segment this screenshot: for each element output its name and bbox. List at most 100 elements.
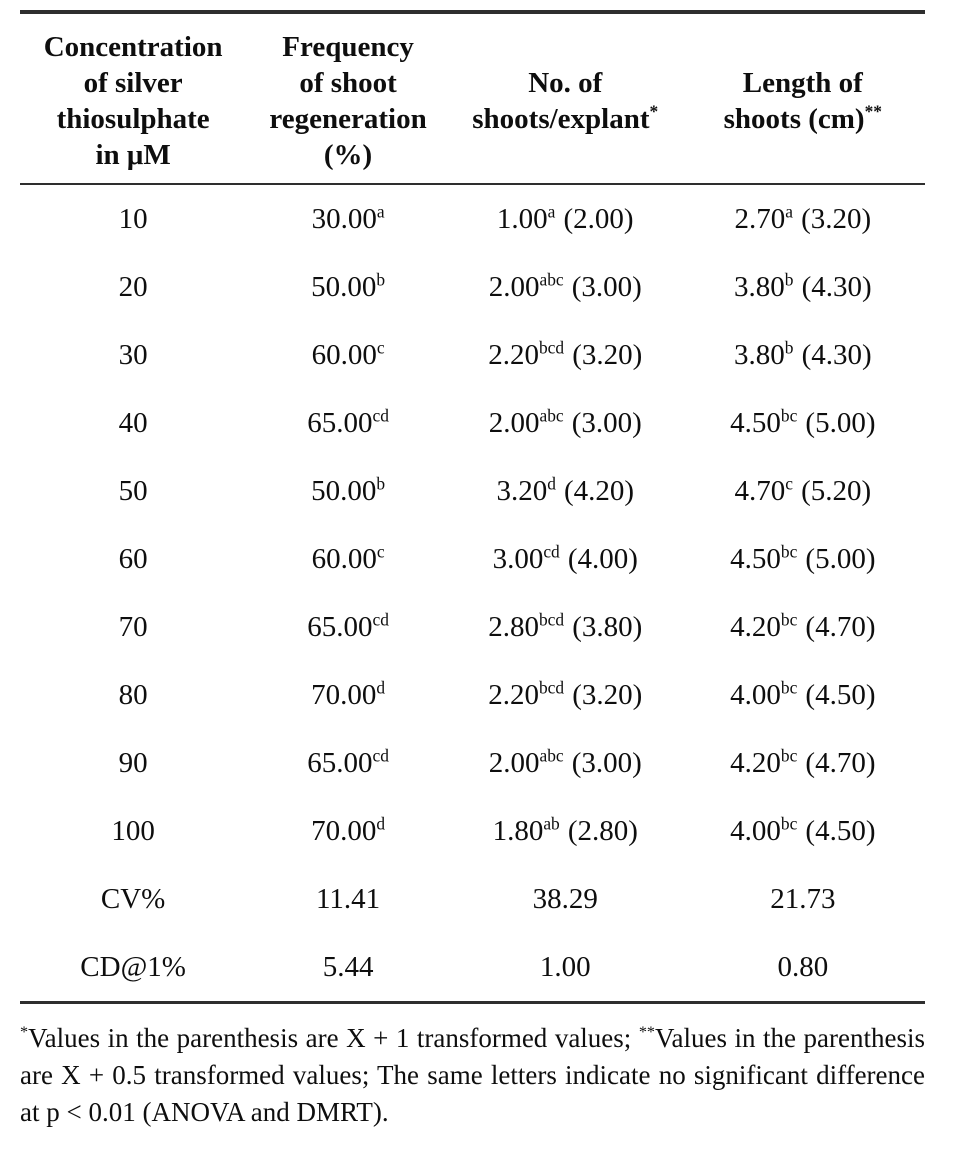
shoots-value: 1.00: [539, 950, 591, 983]
header-row: Concentration of silver thiosulphate in …: [20, 12, 925, 185]
header-concentration-label: Concentration of silver thiosulphate in …: [43, 31, 223, 171]
frequency-value: 65.00: [307, 746, 373, 779]
significance-letters: d: [376, 812, 386, 833]
transformed-value: (3.20): [572, 338, 643, 371]
significance-letters: c: [376, 540, 385, 561]
significance-letters: bcd: [538, 608, 565, 629]
footnote-marker-double: **: [638, 1023, 656, 1041]
length-value: 0.80: [777, 950, 829, 983]
transformed-value: (2.80): [567, 814, 638, 847]
table-footnote: *Values in the parenthesis are X + 1 tra…: [20, 1020, 925, 1131]
table-row: 90 65.00cd 2.00abc (3.00) 4.20bc (4.70): [20, 729, 925, 797]
cell-concentration: 60: [118, 542, 148, 575]
length-value: 3.80: [734, 270, 785, 303]
paper-table-figure: Concentration of silver thiosulphate in …: [20, 10, 925, 1131]
frequency-value: 65.00: [307, 406, 373, 439]
cell-shoot-length: 0.80: [681, 933, 925, 1003]
footnote-marker-single: *: [20, 1023, 29, 1041]
significance-letters: cd: [372, 608, 389, 629]
significance-letters: bc: [780, 540, 798, 561]
frequency-value: 30.00: [311, 202, 377, 235]
transformed-value: (3.00): [571, 406, 642, 439]
cell-frequency: 30.00a: [246, 184, 450, 253]
length-value: 4.00: [730, 678, 781, 711]
length-value: 4.70: [734, 474, 786, 507]
cell-frequency: 11.41: [246, 865, 450, 933]
significance-letters: bc: [780, 812, 798, 833]
significance-letters: a: [547, 200, 556, 221]
frequency-value: 70.00: [311, 678, 377, 711]
footnote-note-x-plus-1: Values in the parenthesis are X + 1 tran…: [28, 1023, 639, 1053]
cell-shoots-per-explant: 2.00abc (3.00): [450, 253, 681, 321]
significance-letters: abc: [539, 744, 564, 765]
significance-letters: cd: [543, 540, 560, 561]
frequency-value: 50.00: [311, 270, 377, 303]
cell-shoots-per-explant: 2.20bcd (3.20): [450, 321, 681, 389]
transformed-value: (4.50): [805, 678, 876, 711]
significance-letters: b: [784, 268, 794, 289]
cell-concentration: 40: [118, 406, 148, 439]
shoots-value: 38.29: [532, 882, 598, 915]
significance-letters: b: [376, 472, 386, 493]
cell-concentration: 70: [118, 610, 148, 643]
transformed-value: (3.80): [572, 610, 643, 643]
cell-frequency: 50.00b: [246, 457, 450, 525]
frequency-value: 50.00: [311, 474, 377, 507]
frequency-value: 11.41: [315, 882, 381, 915]
table-row: 60 60.00c 3.00cd (4.00) 4.50bc (5.00): [20, 525, 925, 593]
table-row: 30 60.00c 2.20bcd (3.20) 3.80b (4.30): [20, 321, 925, 389]
transformed-value: (4.20): [564, 474, 635, 507]
cell-shoots-per-explant: 2.20bcd (3.20): [450, 661, 681, 729]
length-value: 21.73: [770, 882, 836, 915]
footnote-note-x-plus-0-5: Values in the parenthesis are X + 0.5 tr…: [20, 1023, 925, 1127]
significance-letters: b: [784, 336, 794, 357]
shoots-value: 1.00: [496, 202, 548, 235]
cell-shoots-per-explant: 2.00abc (3.00): [450, 729, 681, 797]
significance-letters: bc: [780, 404, 798, 425]
header-shoots-label: No. of shoots/explant: [472, 67, 650, 135]
cell-shoot-length: 4.20bc (4.70): [681, 593, 925, 661]
cell-concentration: 80: [118, 678, 148, 711]
frequency-value: 70.00: [311, 814, 377, 847]
cell-frequency: 5.44: [246, 933, 450, 1003]
cell-shoots-per-explant: 3.20d (4.20): [450, 457, 681, 525]
data-table: Concentration of silver thiosulphate in …: [20, 10, 925, 1004]
shoots-value: 2.80: [488, 610, 539, 643]
transformed-value: (4.70): [805, 610, 876, 643]
shoots-value: 2.00: [488, 746, 540, 779]
footnote-marker-single: *: [649, 101, 659, 122]
table-row: 100 70.00d 1.80ab (2.80) 4.00bc (4.50): [20, 797, 925, 865]
shoots-value: 2.00: [488, 270, 540, 303]
cell-shoot-length: 4.50bc (5.00): [681, 389, 925, 457]
transformed-value: (3.00): [571, 746, 642, 779]
significance-letters: ab: [543, 812, 560, 833]
transformed-value: (3.00): [571, 270, 642, 303]
cell-concentration: 20: [118, 270, 148, 303]
header-frequency: Frequency of shoot regeneration (%): [246, 12, 450, 185]
transformed-value: (5.00): [805, 406, 876, 439]
header-shoot-length: Length of shoots (cm)**: [680, 12, 925, 185]
transformed-value: (4.30): [801, 338, 872, 371]
cell-concentration: 30: [118, 338, 148, 371]
frequency-value: 60.00: [311, 338, 377, 371]
transformed-value: (4.70): [805, 746, 876, 779]
cell-shoot-length: 3.80b (4.30): [681, 321, 925, 389]
table-row: 70 65.00cd 2.80bcd (3.80) 4.20bc (4.70): [20, 593, 925, 661]
header-shoots-per-explant: No. of shoots/explant*: [449, 12, 681, 185]
table-row: 50 50.00b 3.20d (4.20) 4.70c (5.20): [20, 457, 925, 525]
transformed-value: (3.20): [572, 678, 643, 711]
cell-shoot-length: 4.50bc (5.00): [681, 525, 925, 593]
header-concentration: Concentration of silver thiosulphate in …: [20, 12, 247, 185]
cell-concentration: 10: [118, 202, 148, 235]
length-value: 4.20: [730, 746, 781, 779]
significance-letters: bc: [780, 608, 798, 629]
cell-shoot-length: 3.80b (4.30): [681, 253, 925, 321]
significance-letters: abc: [539, 268, 564, 289]
transformed-value: (2.00): [563, 202, 634, 235]
cell-shoot-length: 4.00bc (4.50): [681, 661, 925, 729]
significance-letters: a: [376, 200, 385, 221]
table-row: 20 50.00 b 2.00abc (3.00) 3.80b (4.30): [20, 253, 925, 321]
cell-shoots-per-explant: 3.00cd (4.00): [450, 525, 681, 593]
table-row: 40 65.00cd 2.00abc (3.00) 4.50bc (5.00): [20, 389, 925, 457]
length-value: 4.50: [730, 542, 781, 575]
